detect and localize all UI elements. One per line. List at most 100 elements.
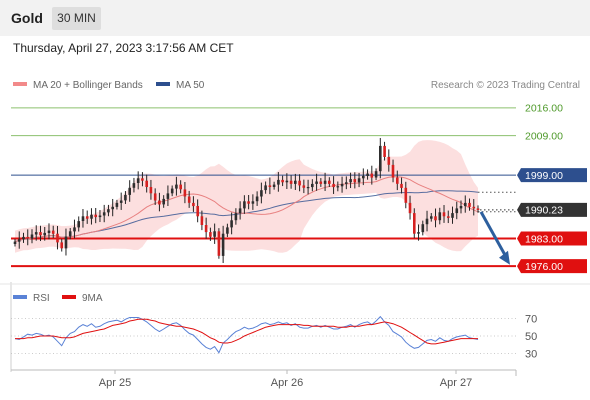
candle-body-up [306, 187, 310, 189]
candle-body-down [145, 180, 148, 187]
level-label-2016-00: 2016.00 [525, 103, 563, 115]
timeframe-button[interactable]: 30 MIN [52, 7, 101, 30]
candle-body-up [119, 200, 123, 203]
ma20-label: MA 20 + Bollinger Bands [33, 80, 143, 91]
candle-body-up [349, 179, 352, 183]
candle-body-up [272, 184, 276, 187]
candle-body-down [400, 183, 403, 188]
candle-body-up [107, 209, 110, 213]
candle-body-down [328, 180, 331, 184]
candle-body-up [68, 231, 72, 237]
rsi-label: RSI [33, 293, 50, 304]
candle-body-up [430, 216, 433, 219]
candle-body-up [136, 178, 140, 183]
candle-body-down [187, 196, 191, 203]
candle-body-down [442, 212, 446, 217]
candle-body-down [404, 187, 408, 203]
ma20-swatch [13, 82, 27, 87]
candle-body-up [357, 178, 361, 183]
candle-body-up [260, 190, 263, 197]
legend-ma20: MA 20 + Bollinger Bands [13, 80, 143, 91]
candle-body-down [268, 185, 272, 187]
candle-body-up [13, 241, 17, 244]
candle-body-down [408, 202, 412, 214]
candle-body-up [132, 183, 136, 188]
level-tag-1999-00 [517, 168, 587, 183]
candle-body-up [464, 202, 467, 207]
candle-body-down [196, 206, 199, 217]
candle-body-up [81, 216, 85, 221]
rsi-line [14, 315, 479, 354]
candle-body-up [221, 233, 225, 256]
candle-body-down [434, 216, 437, 221]
candle-body-up [311, 183, 314, 188]
candle-body-up [455, 208, 459, 214]
candle-body-up [17, 239, 21, 242]
rsi-tick-30: 30 [525, 349, 537, 361]
candle-body-down [472, 206, 476, 209]
candle-body-up [90, 214, 93, 219]
candle-body-up [438, 212, 442, 221]
candle-body-down [332, 183, 335, 188]
candle-body-down [476, 208, 480, 210]
candle-body-down [468, 202, 471, 207]
candle-body-up [294, 180, 297, 184]
candle-body-up [425, 218, 429, 225]
level-tag-1990-23 [517, 202, 587, 217]
candle-body-up [374, 171, 378, 178]
candle-body-up [43, 232, 46, 236]
candle-body-up [128, 187, 131, 195]
candle-body-up [417, 232, 420, 234]
candle-body-up [230, 220, 233, 228]
candle-body-up [213, 231, 216, 237]
legend-rsi: RSI [13, 293, 50, 304]
candle-body-down [289, 180, 293, 184]
candle-body-down [319, 181, 323, 184]
candle-body-down [60, 242, 63, 249]
rsi-ma-line [15, 318, 478, 345]
candle-body-up [345, 182, 348, 184]
candle-body-up [34, 232, 38, 235]
candle-body-up [255, 196, 259, 202]
candle-body-down [158, 200, 161, 205]
candle-body-down [391, 164, 395, 178]
candle-body-up [451, 213, 454, 218]
candle-body-down [209, 232, 212, 237]
candle-body-down [39, 232, 42, 236]
candle-body-up [124, 194, 127, 201]
candle-body-up [459, 206, 463, 209]
candle-body-up [115, 202, 119, 207]
level-label-1983-00: 1983.00 [525, 233, 563, 245]
level-label-1976-00: 1976.00 [525, 261, 563, 273]
candle-body-up [362, 175, 365, 179]
candle-body-up [264, 185, 267, 191]
candle-body-up [315, 181, 318, 184]
candle-body-down [26, 236, 29, 239]
candle-body-up [243, 201, 246, 209]
candle-body-down [149, 187, 153, 194]
candle-body-down [179, 184, 182, 190]
candle-body-up [77, 221, 80, 228]
x-tick-label: Apr 25 [99, 377, 131, 389]
candle-body-down [302, 185, 306, 188]
candle-body-up [340, 183, 344, 187]
candle-body-down [217, 231, 221, 256]
candle-body-up [30, 234, 34, 239]
candle-body-down [200, 216, 204, 225]
level-label-1990-23: 1990.23 [525, 205, 563, 217]
candle-body-up [366, 173, 369, 176]
level-label-2009-00: 2009.00 [525, 130, 563, 142]
top-bar: Gold 30 MIN [0, 0, 590, 36]
candle-body-down [192, 202, 195, 207]
candle-body-down [141, 178, 144, 181]
candle-body-up [323, 180, 327, 184]
candle-body-down [370, 173, 374, 178]
candle-body-down [387, 156, 391, 165]
candle-body-down [183, 189, 187, 197]
candle-body-up [379, 145, 382, 172]
level-label-1999-00: 1999.00 [525, 170, 563, 182]
candle-body-up [285, 180, 289, 183]
ma20-line [14, 176, 479, 243]
